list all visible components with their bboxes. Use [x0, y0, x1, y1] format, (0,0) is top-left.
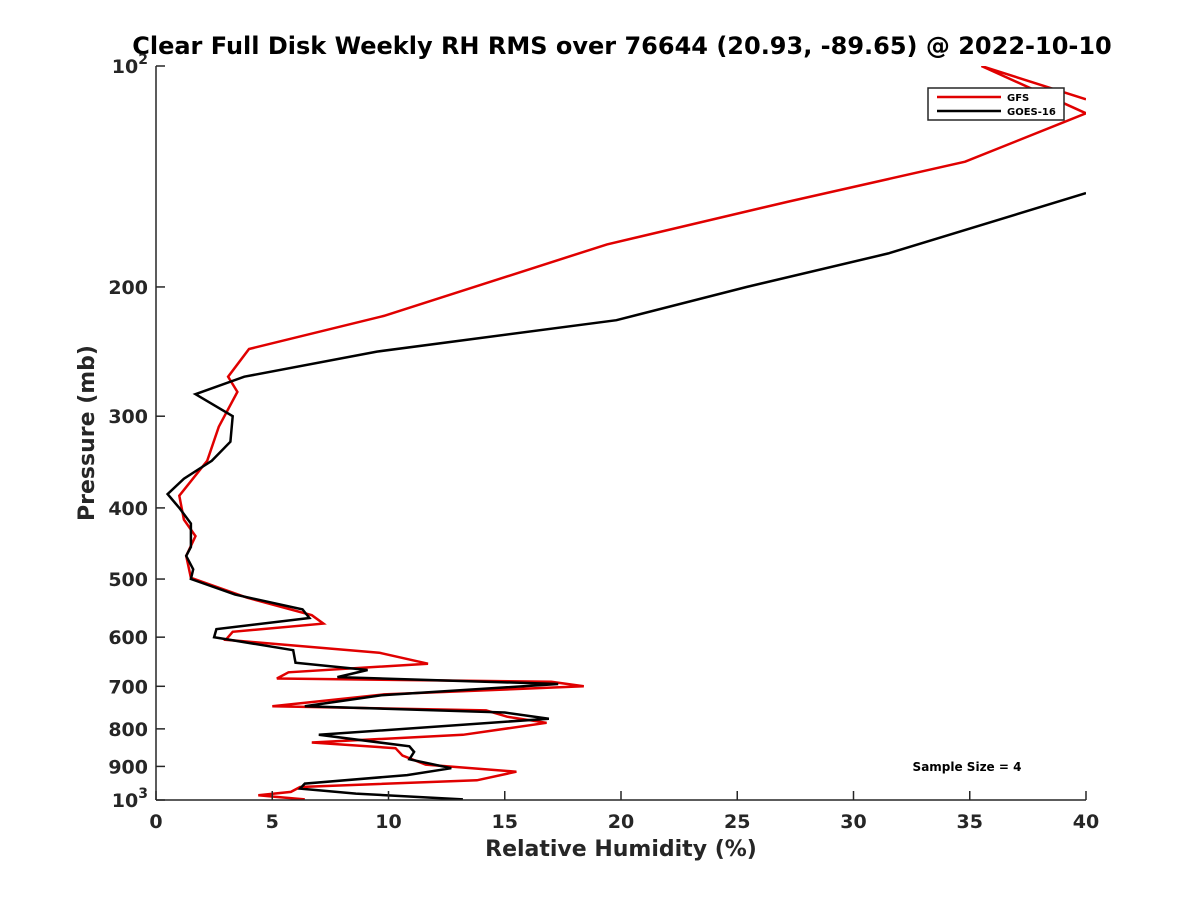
y-tick-label: 103 — [112, 786, 148, 812]
y-tick-label: 300 — [108, 406, 148, 428]
x-tick-label: 40 — [1073, 811, 1099, 833]
y-tick-label: 900 — [108, 756, 148, 778]
x-tick-label: 20 — [608, 811, 634, 833]
x-tick-label: 15 — [492, 811, 518, 833]
plot-area — [156, 66, 1086, 800]
y-tick-label: 200 — [108, 277, 148, 299]
x-ticks: 0 5 10 15 20 25 30 35 40 — [149, 791, 1099, 833]
series-line-goes16 — [165, 191, 1086, 800]
legend-label-goes16: GOES-16 — [1007, 107, 1056, 118]
legend: GFS GOES-16 — [927, 87, 1065, 121]
x-tick-label: 0 — [149, 811, 162, 833]
y-tick-label: 700 — [108, 676, 148, 698]
legend-box — [927, 87, 1065, 121]
legend-label-gfs: GFS — [1007, 93, 1029, 104]
x-tick-label: 25 — [724, 811, 750, 833]
series-layer — [165, 66, 1086, 800]
y-tick-label: 400 — [108, 498, 148, 520]
sample-size-annotation: Sample Size = 4 — [913, 760, 1022, 774]
chart-title: Clear Full Disk Weekly RH RMS over 76644… — [132, 32, 1112, 60]
x-axis-label: Relative Humidity (%) — [485, 837, 757, 862]
y-tick-label: 500 — [108, 569, 148, 591]
x-tick-label: 5 — [266, 811, 279, 833]
y-tick-label: 102 — [112, 52, 148, 78]
y-tick-label: 600 — [108, 627, 148, 649]
y-ticks: 102 200 300 400 500 600 700 800 900 103 — [108, 52, 165, 812]
x-tick-label: 30 — [840, 811, 866, 833]
y-axis-label: Pressure (mb) — [75, 345, 100, 521]
y-tick-label: 800 — [108, 719, 148, 741]
x-tick-label: 10 — [375, 811, 401, 833]
x-tick-label: 35 — [957, 811, 983, 833]
